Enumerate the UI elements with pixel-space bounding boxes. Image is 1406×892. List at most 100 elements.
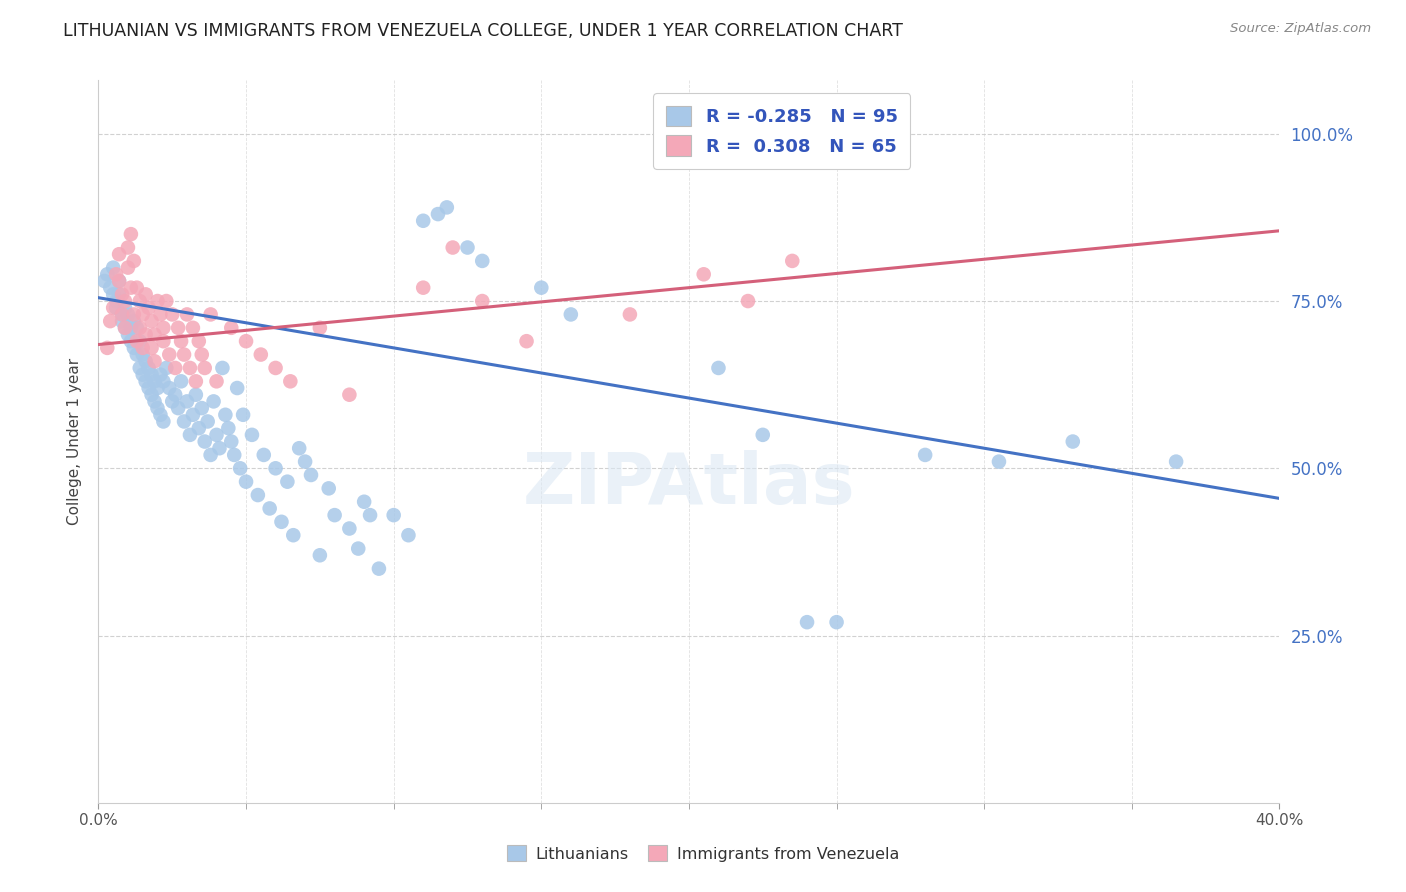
Point	[187, 334, 209, 349]
Point	[752, 427, 775, 442]
Point	[128, 334, 150, 349]
Point	[309, 548, 332, 563]
Point	[120, 334, 142, 349]
Point	[191, 401, 214, 416]
Point	[259, 501, 281, 516]
Point	[176, 307, 198, 322]
Point	[96, 341, 118, 355]
Point	[141, 387, 163, 401]
Point	[737, 294, 759, 309]
Point	[398, 528, 420, 542]
Point	[114, 301, 136, 315]
Point	[221, 321, 243, 335]
Point	[103, 260, 125, 275]
Point	[122, 254, 145, 268]
Point	[108, 247, 131, 261]
Point	[132, 341, 155, 355]
Text: LITHUANIAN VS IMMIGRANTS FROM VENEZUELA COLLEGE, UNDER 1 YEAR CORRELATION CHART: LITHUANIAN VS IMMIGRANTS FROM VENEZUELA …	[63, 22, 903, 40]
Point	[235, 334, 257, 349]
Point	[167, 321, 190, 335]
Point	[253, 448, 276, 462]
Point	[516, 334, 538, 349]
Point	[135, 354, 157, 368]
Point	[96, 268, 118, 282]
Point	[280, 375, 302, 389]
Point	[152, 334, 174, 349]
Point	[191, 348, 214, 362]
Point	[108, 274, 131, 288]
Point	[111, 307, 134, 322]
Point	[436, 201, 458, 215]
Point	[294, 455, 316, 469]
Point	[98, 281, 121, 295]
Point	[103, 287, 125, 301]
Point	[560, 307, 582, 322]
Point	[128, 294, 150, 309]
Point	[157, 381, 180, 395]
Point	[108, 287, 131, 301]
Point	[146, 381, 169, 395]
Point	[111, 307, 134, 322]
Point	[143, 375, 166, 389]
Point	[157, 348, 180, 362]
Point	[170, 334, 193, 349]
Point	[264, 361, 287, 376]
Point	[167, 401, 190, 416]
Point	[132, 348, 155, 362]
Point	[138, 381, 160, 395]
Point	[240, 427, 263, 442]
Point	[194, 361, 217, 376]
Point	[200, 448, 222, 462]
Point	[181, 408, 204, 422]
Point	[146, 294, 169, 309]
Point	[205, 427, 228, 442]
Point	[226, 381, 249, 395]
Point	[179, 427, 201, 442]
Point	[181, 321, 204, 335]
Point	[347, 541, 370, 556]
Point	[211, 361, 233, 376]
Point	[427, 207, 450, 221]
Point	[339, 387, 361, 401]
Point	[135, 287, 157, 301]
Point	[221, 434, 243, 449]
Point	[143, 354, 166, 368]
Point	[98, 314, 121, 328]
Point	[152, 321, 174, 335]
Point	[693, 268, 716, 282]
Point	[276, 475, 298, 489]
Point	[141, 368, 163, 382]
Point	[264, 461, 287, 475]
Point	[117, 307, 139, 322]
Y-axis label: College, Under 1 year: College, Under 1 year	[66, 358, 82, 525]
Point	[246, 488, 269, 502]
Point	[235, 475, 257, 489]
Point	[176, 394, 198, 409]
Point	[530, 281, 553, 295]
Legend: R = -0.285   N = 95, R =  0.308   N = 65: R = -0.285 N = 95, R = 0.308 N = 65	[654, 93, 910, 169]
Point	[117, 241, 139, 255]
Point	[141, 341, 163, 355]
Point	[184, 387, 207, 401]
Point	[796, 615, 818, 630]
Point	[202, 394, 225, 409]
Point	[208, 442, 231, 455]
Legend: Lithuanians, Immigrants from Venezuela: Lithuanians, Immigrants from Venezuela	[501, 838, 905, 868]
Point	[117, 260, 139, 275]
Point	[914, 448, 936, 462]
Point	[105, 301, 128, 315]
Point	[114, 294, 136, 309]
Point	[143, 327, 166, 342]
Point	[152, 414, 174, 429]
Point	[309, 321, 332, 335]
Point	[179, 361, 201, 376]
Point	[412, 281, 434, 295]
Point	[155, 294, 177, 309]
Point	[339, 521, 361, 535]
Point	[135, 327, 157, 342]
Point	[200, 307, 222, 322]
Point	[114, 321, 136, 335]
Point	[149, 368, 172, 382]
Point	[283, 528, 305, 542]
Point	[988, 455, 1011, 469]
